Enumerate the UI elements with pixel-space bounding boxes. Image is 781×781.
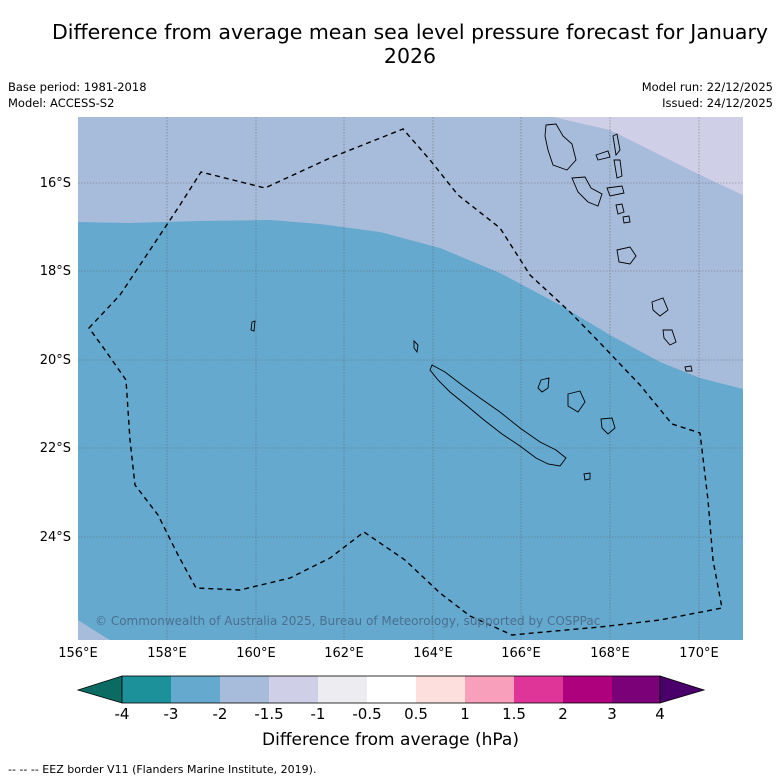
lon-label-168: 168°E — [590, 646, 630, 661]
belep-islands — [413, 339, 419, 354]
cbar-tick-0-5: 0.5 — [404, 705, 428, 723]
meta-right: Model run: 22/12/2025 Issued: 24/12/2025 — [642, 79, 773, 111]
coastlines — [250, 123, 693, 481]
vanuatu-efate — [616, 246, 637, 265]
new-caledonia — [429, 364, 567, 467]
cbar-tick-minus0-5: -0.5 — [352, 705, 382, 723]
model-run: Model run: 22/12/2025 — [641, 80, 773, 94]
base-period: Base period: 1981-2018 — [8, 80, 147, 94]
vanuatu-espiritu-santo — [544, 123, 577, 171]
colorbar-bin-minus1-5-minus1 — [269, 676, 318, 703]
lat-label-16: 16°S — [39, 176, 71, 191]
graticule — [78, 117, 743, 640]
cbar-tick-2: 2 — [558, 705, 568, 723]
lon-label-166: 166°E — [501, 646, 541, 661]
colorbar-bin-minus2-minus1-5 — [220, 676, 269, 703]
anomaly-region-minus2-south — [78, 620, 110, 640]
colorbar-title: Difference from average (hPa) — [262, 730, 519, 750]
lat-label-18: 18°S — [39, 264, 71, 279]
colorbar-bin-minus4-minus3 — [122, 676, 171, 703]
meta-left: Base period: 1981-2018 Model: ACCESS-S2 — [8, 79, 147, 111]
cbar-tick-4: 4 — [655, 705, 665, 723]
vanuatu-tanna — [662, 329, 677, 346]
cbar-tick-minus1: -1 — [310, 705, 326, 723]
lon-label-156: 156°E — [58, 646, 98, 661]
colorbar-bin-1-5-2 — [514, 676, 563, 703]
loyalty-island-mare — [600, 417, 616, 435]
vanuatu-ambrym — [606, 185, 625, 197]
model-name: Model: ACCESS-S2 — [8, 96, 115, 110]
copyright-text: © Commonwealth of Australia 2025, Bureau… — [95, 614, 601, 628]
cbar-tick-minus1-5: -1.5 — [254, 705, 284, 723]
colorbar-extend-low — [76, 675, 123, 704]
colorbar-bin-minus1-minus0-5 — [318, 676, 367, 703]
cbar-tick-minus3: -3 — [163, 705, 179, 723]
vanuatu-epi — [615, 203, 625, 215]
lon-label-158: 158°E — [147, 646, 187, 661]
lon-label-170: 170°E — [679, 646, 719, 661]
map-title: Difference from average mean sea level p… — [51, 20, 769, 68]
colorbar-bin-1-1-5 — [465, 676, 514, 703]
vanuatu-pentecost — [613, 159, 623, 179]
colorbar-bin-0-5-1 — [416, 676, 465, 703]
eez-footnote: -- -- -- EEZ border V11 (Flanders Marine… — [8, 763, 317, 776]
lon-label-160: 160°E — [236, 646, 276, 661]
issued-date: Issued: 24/12/2025 — [662, 96, 773, 110]
vanuatu-ambae — [595, 150, 611, 161]
vanuatu-aneityum — [684, 365, 693, 372]
vanuatu-maewo — [612, 133, 621, 157]
lat-label-20: 20°S — [39, 353, 71, 368]
cbar-tick-minus2: -2 — [212, 705, 228, 723]
colorbar-bin-2-3 — [563, 676, 612, 703]
colorbar-bin-3-4 — [612, 676, 660, 703]
cbar-tick-3: 3 — [607, 705, 617, 723]
isle-of-pines — [583, 472, 591, 481]
anomaly-region-minus1-5 — [553, 117, 743, 195]
lon-label-164: 164°E — [413, 646, 453, 661]
vanuatu-erromango — [651, 297, 669, 317]
loyalty-island-lifou — [567, 390, 586, 413]
colorbar-bin-minus3-minus2 — [171, 676, 220, 703]
lat-label-24: 24°S — [39, 530, 71, 545]
anomaly-region-minus2 — [78, 117, 743, 389]
cbar-tick-1-5: 1.5 — [502, 705, 526, 723]
colorbar-outline — [121, 675, 661, 704]
loyalty-island-ouvea — [537, 377, 550, 393]
vanuatu-shepherd — [622, 215, 631, 224]
vanuatu-malekula — [571, 176, 603, 207]
lon-label-162: 162°E — [324, 646, 364, 661]
lat-label-22: 22°S — [39, 441, 71, 456]
colorbar-bin-minus0-5-0-5 — [367, 676, 416, 703]
cbar-tick-1: 1 — [460, 705, 470, 723]
chesterfield-reef — [250, 320, 256, 332]
colorbar-extend-high — [659, 675, 706, 704]
cbar-tick-minus4: -4 — [114, 705, 130, 723]
